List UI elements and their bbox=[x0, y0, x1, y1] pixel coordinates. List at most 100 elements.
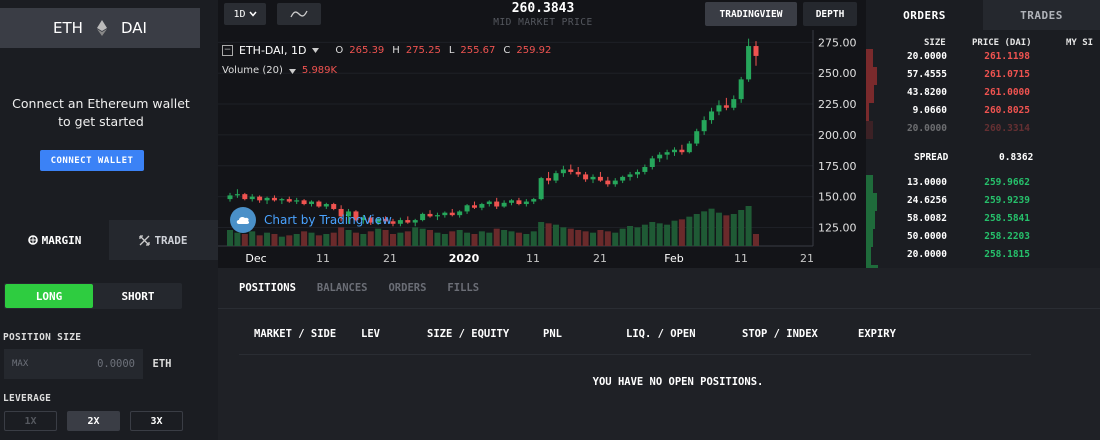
volume-bar bbox=[597, 230, 604, 246]
trade-panel: ETH DAI Connect an Ethereum wallet to ge… bbox=[0, 0, 218, 440]
volume-bar bbox=[575, 230, 582, 246]
order-size: 13.0000 bbox=[906, 177, 947, 188]
volume-bar bbox=[590, 232, 597, 246]
orderbook-panel: ORDERS TRADES SIZE PRICE (DAI) MY SI 20.… bbox=[866, 0, 1100, 283]
leverage-1x-button[interactable]: 1X bbox=[4, 411, 57, 431]
column-liq-open: LIQ. / OPEN bbox=[626, 328, 696, 340]
collapse-icon[interactable]: − bbox=[222, 45, 233, 56]
dropdown-triangle-icon[interactable] bbox=[312, 48, 320, 53]
candle-body bbox=[664, 152, 670, 155]
depth-bar bbox=[866, 85, 875, 103]
timeframe-select[interactable]: 1D bbox=[224, 3, 266, 25]
position-size-field: MAX 0.0000 ETH bbox=[4, 349, 181, 379]
volume-bar bbox=[404, 231, 411, 246]
y-tick-label: 275.00 bbox=[818, 36, 857, 49]
depth-button[interactable]: DEPTH bbox=[803, 2, 857, 26]
volume-bar bbox=[641, 224, 648, 246]
tab-trade[interactable]: TRADE bbox=[109, 220, 218, 260]
open-label: O bbox=[335, 45, 344, 56]
volume-bar bbox=[701, 211, 708, 246]
volume-bar bbox=[708, 208, 715, 246]
candle-body bbox=[605, 180, 611, 185]
leverage-label: LEVERAGE bbox=[3, 393, 52, 404]
candle-body bbox=[360, 217, 366, 221]
ask-row[interactable]: 20.0000 261.1198 bbox=[866, 49, 1100, 67]
candle-body bbox=[731, 99, 737, 108]
volume-bar bbox=[456, 230, 463, 246]
bid-row[interactable]: 24.6256 259.9239 bbox=[866, 193, 1100, 211]
candle-body bbox=[516, 200, 522, 205]
chart-style-button[interactable] bbox=[277, 3, 321, 25]
volume-bar bbox=[352, 232, 359, 246]
tab-fills[interactable]: FILLS bbox=[447, 282, 480, 294]
bid-row[interactable]: 13.0000 259.9662 bbox=[866, 175, 1100, 193]
ask-row[interactable]: 20.0000 260.3314 bbox=[866, 121, 1100, 139]
volume-bar bbox=[427, 230, 434, 246]
bid-row[interactable]: 58.0082 258.5841 bbox=[866, 211, 1100, 229]
tab-balances[interactable]: BALANCES bbox=[316, 282, 368, 294]
ask-row[interactable]: 57.4555 261.0715 bbox=[866, 67, 1100, 85]
tab-margin[interactable]: MARGIN bbox=[0, 220, 109, 260]
candle-body bbox=[294, 200, 300, 202]
candle-body bbox=[405, 220, 411, 223]
leverage-2x-button[interactable]: 2X bbox=[67, 411, 120, 431]
candle-body bbox=[575, 171, 581, 175]
volume-bar bbox=[730, 214, 737, 246]
depth-bar bbox=[866, 175, 874, 193]
bid-row[interactable]: 50.0000 258.2203 bbox=[866, 229, 1100, 247]
max-label[interactable]: MAX bbox=[12, 359, 29, 369]
column-market-side: MARKET / SIDE bbox=[254, 328, 337, 340]
y-tick-label: 200.00 bbox=[818, 129, 857, 142]
ask-row[interactable]: 43.8200 261.0000 bbox=[866, 85, 1100, 103]
leverage-3x-button[interactable]: 3X bbox=[130, 411, 183, 431]
tab-orders[interactable]: ORDERS bbox=[388, 282, 427, 294]
spread-label: SPREAD bbox=[914, 152, 949, 163]
order-price: 261.0000 bbox=[984, 87, 1030, 98]
tab-positions[interactable]: POSITIONS bbox=[239, 282, 296, 294]
long-button[interactable]: LONG bbox=[5, 284, 93, 308]
connect-wallet-button[interactable]: CONNECT WALLET bbox=[40, 150, 144, 171]
dropdown-triangle-icon[interactable] bbox=[288, 69, 296, 74]
candle-body bbox=[501, 202, 507, 207]
candle-body bbox=[568, 169, 574, 172]
candle-body bbox=[279, 199, 285, 201]
tab-orders[interactable]: ORDERS bbox=[866, 0, 983, 30]
market-pair-selector[interactable]: ETH DAI bbox=[0, 8, 200, 48]
volume-bar bbox=[649, 222, 656, 246]
position-size-input[interactable]: MAX 0.0000 bbox=[4, 349, 143, 379]
tab-trades[interactable]: TRADES bbox=[983, 0, 1100, 30]
x-tick-label: 11 bbox=[316, 252, 330, 265]
candle-body bbox=[657, 154, 663, 159]
volume-bar bbox=[264, 232, 271, 246]
volume-bar bbox=[419, 228, 426, 246]
volume-bar bbox=[738, 210, 745, 246]
order-size: 20.0000 bbox=[906, 249, 947, 260]
volume-bar bbox=[397, 232, 404, 246]
candle-body bbox=[709, 111, 715, 121]
ask-row[interactable]: 9.0660 260.8025 bbox=[866, 103, 1100, 121]
tradingview-button[interactable]: TRADINGVIEW bbox=[705, 2, 797, 26]
timeframe-label: 1D bbox=[233, 8, 246, 20]
price-chart[interactable]: 275.00 250.00 225.00 200.00 175.00 150.00 125.… bbox=[218, 30, 866, 268]
candle-body bbox=[434, 215, 440, 217]
volume-bar bbox=[567, 228, 574, 246]
short-button[interactable]: SHORT bbox=[121, 289, 155, 303]
candle-body bbox=[464, 205, 470, 212]
candle-body bbox=[412, 220, 418, 223]
candle-body bbox=[390, 221, 396, 224]
tradingview-watermark[interactable]: Chart by TradingView bbox=[230, 207, 392, 233]
candle-body bbox=[753, 46, 759, 56]
volume-bar bbox=[678, 219, 685, 246]
volume-bar bbox=[367, 231, 374, 246]
candle-body bbox=[346, 211, 352, 217]
volume-bar bbox=[464, 232, 471, 246]
bid-row[interactable]: 20.0000 258.1815 bbox=[866, 247, 1100, 265]
order-size: 9.0660 bbox=[912, 105, 947, 116]
candle-body bbox=[553, 173, 559, 181]
volume-bar bbox=[478, 231, 485, 246]
candle-body bbox=[242, 194, 248, 200]
candle-body bbox=[672, 149, 678, 153]
candle-body bbox=[442, 212, 448, 216]
volume-bar bbox=[323, 234, 330, 246]
volume-bar bbox=[501, 230, 508, 246]
